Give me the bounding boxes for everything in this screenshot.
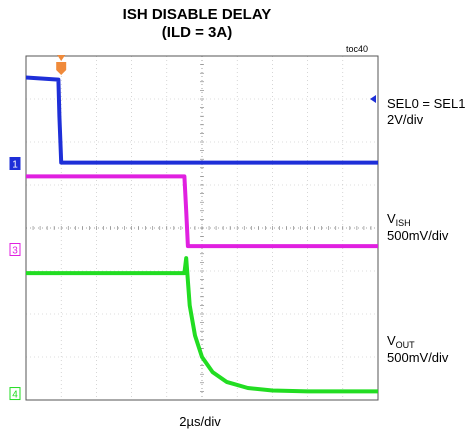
ground-marker-ch4 [9, 387, 21, 401]
x-axis-label: 2µs/div [179, 414, 221, 429]
ground-marker-ch1 [9, 157, 21, 170]
ground-marker-label-ch4: 4 [12, 390, 18, 401]
ground-marker-label-ch3: 3 [12, 246, 18, 257]
trigger-top-marker [57, 55, 66, 61]
ch3-scale-label: 500mV/div [387, 228, 449, 243]
chart-subtitle: (ILD = 3A) [161, 24, 233, 41]
ch4-scale-label: 500mV/div [387, 350, 449, 365]
trigger-level-marker [370, 95, 376, 103]
ch1-scale-label: 2V/div [387, 112, 424, 127]
plot-frame [25, 55, 379, 401]
trace-ch4 [26, 256, 378, 394]
trigger-position-marker [56, 62, 67, 75]
ch4-name-label: VOUT [387, 333, 415, 350]
ground-marker-ch3 [9, 243, 21, 256]
figure-id: toc40 [346, 44, 369, 54]
chart-title: ISH DISABLE DELAY [122, 6, 272, 23]
ground-marker-label-ch1: 1 [12, 160, 18, 171]
ch3-name-label: VISH [387, 211, 411, 228]
ch1-name-label: SEL0 = SEL1 [387, 96, 466, 111]
trace-ch3 [26, 174, 378, 249]
trace-ch1 [25, 75, 378, 165]
